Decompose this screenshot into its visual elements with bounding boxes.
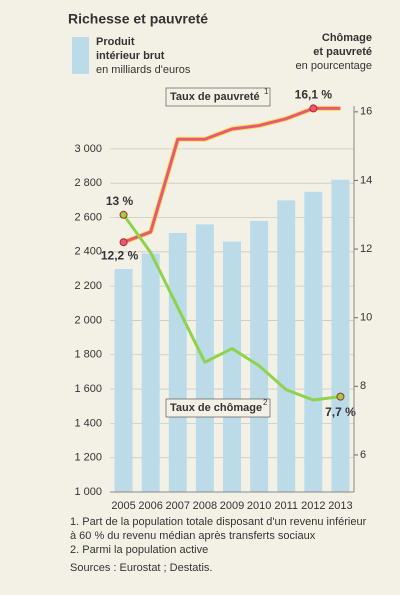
right-axis-title: en pourcentage bbox=[296, 60, 372, 72]
right-axis-title: Chômage bbox=[322, 32, 372, 44]
legend-swatch bbox=[72, 37, 89, 74]
footnote: 1. Part de la population totale disposan… bbox=[70, 516, 367, 528]
x-tick-label: 2012 bbox=[301, 500, 325, 512]
chart-title: Richesse et pauvreté bbox=[68, 11, 208, 27]
value-label: 13 % bbox=[106, 194, 134, 208]
x-tick-label: 2005 bbox=[111, 500, 135, 512]
bar bbox=[304, 191, 323, 492]
footnote-marker: 2 bbox=[263, 398, 268, 407]
x-tick-label: 2006 bbox=[138, 500, 162, 512]
footnote: à 60 % du revenu médian après transferts… bbox=[70, 530, 316, 542]
y2-tick-label: 14 bbox=[360, 174, 372, 186]
value-label: 7,7 % bbox=[325, 405, 356, 419]
point bbox=[309, 104, 318, 113]
line-label: Taux de chômage bbox=[170, 402, 262, 414]
x-tick-label: 2008 bbox=[193, 500, 217, 512]
x-tick-label: 2007 bbox=[166, 500, 190, 512]
line bbox=[122, 213, 341, 402]
legend-label: intérieur brut bbox=[96, 50, 165, 62]
legend-label: en milliards d'euros bbox=[96, 64, 191, 76]
y2-tick-label: 16 bbox=[360, 106, 372, 118]
line-label-box bbox=[165, 398, 271, 418]
bar bbox=[195, 224, 214, 492]
bar bbox=[141, 253, 160, 492]
point bbox=[336, 392, 345, 401]
y-tick-label: 2 400 bbox=[74, 246, 102, 258]
bar bbox=[277, 200, 296, 492]
footnote-marker: 1 bbox=[264, 87, 269, 96]
y-tick-label: 3 000 bbox=[74, 143, 102, 155]
x-tick-label: 2009 bbox=[220, 500, 244, 512]
y2-tick-label: 8 bbox=[360, 380, 366, 392]
y-tick-label: 1 000 bbox=[74, 486, 102, 498]
point bbox=[119, 238, 128, 247]
footnote: 2. Parmi la population active bbox=[70, 544, 208, 556]
bar bbox=[114, 268, 133, 492]
bar bbox=[223, 241, 241, 492]
y2-tick-label: 10 bbox=[360, 312, 372, 324]
y-tick-label: 2 200 bbox=[74, 280, 102, 292]
y-tick-label: 1 200 bbox=[74, 452, 102, 464]
sources: Sources : Eurostat ; Destatis. bbox=[70, 562, 212, 574]
y2-tick-label: 6 bbox=[360, 449, 366, 461]
plot: 1 000 1 200 1 400 1 600 1 800 2 000 2 200 2 400… bbox=[74, 88, 372, 512]
y-tick-label: 1 800 bbox=[74, 349, 102, 361]
line bbox=[123, 106, 341, 244]
value-label: 16,1 % bbox=[295, 88, 333, 102]
legend-label: Produit bbox=[96, 36, 135, 48]
x-tick-label: 2010 bbox=[247, 500, 271, 512]
y-tick-label: 2 600 bbox=[74, 211, 102, 223]
line-label: Taux de pauvreté bbox=[170, 91, 260, 103]
y-tick-label: 1 400 bbox=[74, 417, 102, 429]
value-label: 12,2 % bbox=[101, 248, 139, 262]
point bbox=[119, 210, 128, 219]
bar bbox=[250, 220, 269, 493]
x-tick-label: 2013 bbox=[328, 500, 352, 512]
bar bbox=[331, 179, 350, 492]
y-tick-label: 1 600 bbox=[74, 383, 102, 395]
bar bbox=[168, 232, 187, 492]
right-axis-title: et pauvreté bbox=[313, 46, 372, 58]
line-label-box bbox=[165, 87, 271, 107]
y-tick-label: 2 800 bbox=[74, 177, 102, 189]
y2-tick-label: 12 bbox=[360, 243, 372, 255]
y-tick-label: 2 000 bbox=[74, 314, 102, 326]
x-tick-label: 2011 bbox=[274, 500, 298, 512]
